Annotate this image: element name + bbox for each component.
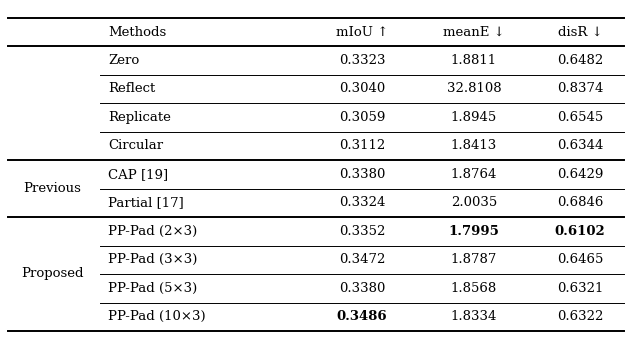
Text: 1.8568: 1.8568: [451, 282, 497, 295]
Text: Methods: Methods: [108, 26, 166, 38]
Text: 1.8413: 1.8413: [451, 139, 497, 152]
Text: 1.8334: 1.8334: [451, 310, 497, 323]
Text: 0.6102: 0.6102: [555, 225, 605, 238]
Text: 1.8764: 1.8764: [451, 168, 497, 181]
Text: 1.7995: 1.7995: [449, 225, 499, 238]
Text: 0.8374: 0.8374: [557, 82, 603, 95]
Text: 0.6321: 0.6321: [557, 282, 603, 295]
Text: Previous: Previous: [23, 182, 81, 195]
Text: 0.6322: 0.6322: [557, 310, 603, 323]
Text: 0.3486: 0.3486: [337, 310, 387, 323]
Text: CAP [19]: CAP [19]: [108, 168, 168, 181]
Text: 0.6344: 0.6344: [557, 139, 603, 152]
Text: 0.3352: 0.3352: [339, 225, 385, 238]
Text: 1.8811: 1.8811: [451, 54, 497, 67]
Text: Circular: Circular: [108, 139, 163, 152]
Text: 0.3380: 0.3380: [339, 282, 385, 295]
Text: 0.6482: 0.6482: [557, 54, 603, 67]
Text: PP-Pad (2×3): PP-Pad (2×3): [108, 225, 197, 238]
Text: 0.6846: 0.6846: [557, 196, 603, 209]
Text: 32.8108: 32.8108: [447, 82, 501, 95]
Text: 0.3472: 0.3472: [339, 253, 385, 266]
Text: 0.6429: 0.6429: [557, 168, 603, 181]
Text: Proposed: Proposed: [21, 267, 83, 281]
Text: 0.6545: 0.6545: [557, 111, 603, 124]
Text: Replicate: Replicate: [108, 111, 171, 124]
Text: 0.3324: 0.3324: [339, 196, 385, 209]
Text: 2.0035: 2.0035: [451, 196, 497, 209]
Text: 0.3380: 0.3380: [339, 168, 385, 181]
Text: 1.8787: 1.8787: [451, 253, 497, 266]
Text: 1.8945: 1.8945: [451, 111, 497, 124]
Text: Reflect: Reflect: [108, 82, 155, 95]
Text: disR ↓: disR ↓: [557, 26, 602, 38]
Text: meanE ↓: meanE ↓: [443, 26, 505, 38]
Text: PP-Pad (5×3): PP-Pad (5×3): [108, 282, 197, 295]
Text: Partial [17]: Partial [17]: [108, 196, 184, 209]
Text: Zero: Zero: [108, 54, 139, 67]
Text: 0.3323: 0.3323: [339, 54, 386, 67]
Text: 0.3112: 0.3112: [339, 139, 385, 152]
Text: 0.3059: 0.3059: [339, 111, 385, 124]
Text: 0.3040: 0.3040: [339, 82, 385, 95]
Text: PP-Pad (10×3): PP-Pad (10×3): [108, 310, 205, 323]
Text: PP-Pad (3×3): PP-Pad (3×3): [108, 253, 197, 266]
Text: mIoU ↑: mIoU ↑: [336, 26, 388, 38]
Text: 0.6465: 0.6465: [557, 253, 603, 266]
